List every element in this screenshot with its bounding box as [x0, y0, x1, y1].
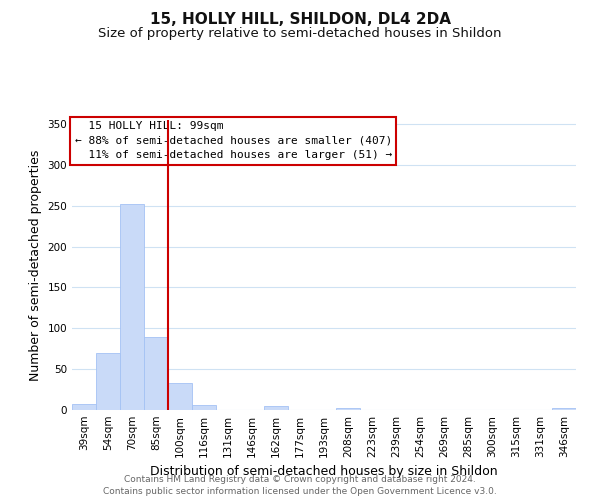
Text: Contains public sector information licensed under the Open Government Licence v3: Contains public sector information licen…: [103, 487, 497, 496]
Text: 15, HOLLY HILL, SHILDON, DL4 2DA: 15, HOLLY HILL, SHILDON, DL4 2DA: [149, 12, 451, 28]
Bar: [144, 338, 168, 410]
Y-axis label: Number of semi-detached properties: Number of semi-detached properties: [29, 150, 42, 380]
Text: Contains HM Land Registry data © Crown copyright and database right 2024.: Contains HM Land Registry data © Crown c…: [124, 475, 476, 484]
Bar: [96, 353, 120, 410]
Text: 15 HOLLY HILL: 99sqm
← 88% of semi-detached houses are smaller (407)
  11% of se: 15 HOLLY HILL: 99sqm ← 88% of semi-detac…: [74, 122, 392, 160]
Bar: [120, 204, 144, 410]
Text: Size of property relative to semi-detached houses in Shildon: Size of property relative to semi-detach…: [98, 28, 502, 40]
X-axis label: Distribution of semi-detached houses by size in Shildon: Distribution of semi-detached houses by …: [150, 466, 498, 478]
Bar: [72, 404, 96, 410]
Bar: [264, 406, 288, 410]
Bar: [336, 408, 360, 410]
Bar: [192, 405, 216, 410]
Bar: [168, 383, 192, 410]
Bar: [552, 408, 576, 410]
